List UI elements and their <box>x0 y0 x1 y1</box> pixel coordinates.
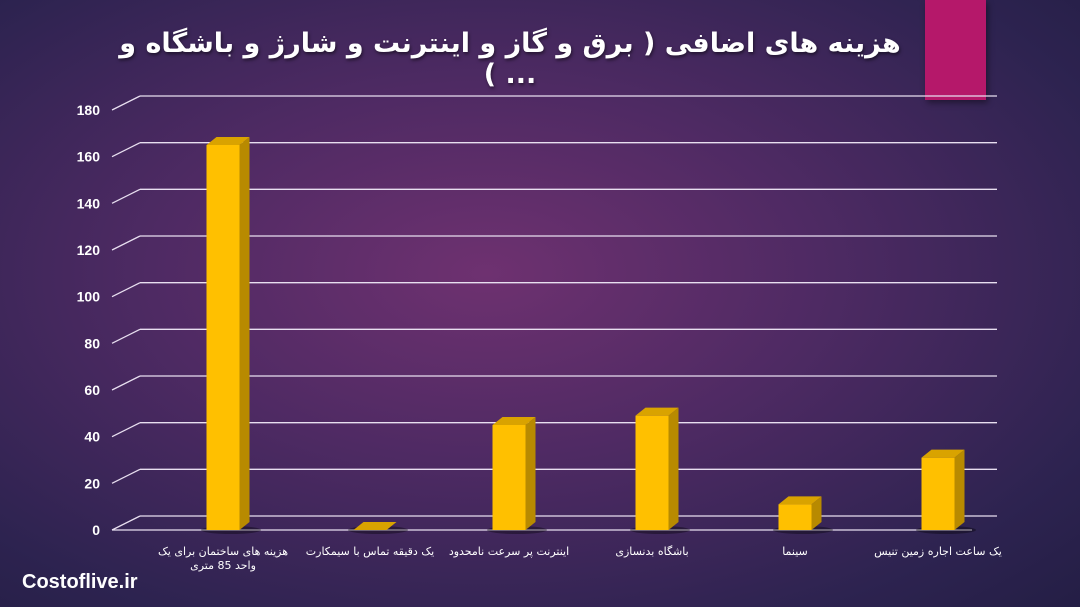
gridline <box>111 282 997 298</box>
x-axis-label: یک ساعت اجاره زمین تنیس <box>874 545 1002 558</box>
y-tick-label: 140 <box>77 195 101 211</box>
y-tick-label: 120 <box>77 242 101 258</box>
gridline <box>111 375 997 391</box>
y-tick-label: 180 <box>77 102 101 118</box>
accent-block <box>925 0 986 100</box>
gridline <box>111 95 997 111</box>
y-tick-label: 40 <box>84 429 100 445</box>
bar <box>630 407 690 534</box>
chart-title: هزینه های اضافی ( برق و گاز و اینترنت و … <box>119 28 901 90</box>
x-axis-label: اینترنت پر سرعت نامحدود <box>448 545 570 558</box>
gridline <box>111 468 997 484</box>
brand-watermark: Costoflive.ir <box>22 571 138 593</box>
bar <box>348 522 408 534</box>
x-axis-label: سینما <box>782 545 808 558</box>
y-tick-label: 60 <box>84 382 100 398</box>
x-axis-label: هزینه های ساختمان برای یک واحد 85 متری <box>157 545 289 572</box>
gridline <box>111 142 997 158</box>
x-axis-label: یک دقیقه تماس با سیمکارت <box>305 545 435 558</box>
bar <box>916 449 976 534</box>
y-tick-label: 100 <box>77 289 101 305</box>
gridline <box>111 188 997 204</box>
gridline <box>111 328 997 344</box>
gridline <box>111 515 997 531</box>
y-tick-label: 20 <box>84 475 100 491</box>
bar <box>487 417 547 534</box>
gridline <box>111 422 997 438</box>
y-tick-label: 0 <box>92 522 100 538</box>
x-axis-label: باشگاه بدنسازی <box>615 545 689 558</box>
y-tick-label: 80 <box>84 335 100 351</box>
y-tick-label: 160 <box>77 149 101 165</box>
bar <box>201 137 261 534</box>
bar <box>773 496 833 534</box>
gridline <box>111 235 997 251</box>
